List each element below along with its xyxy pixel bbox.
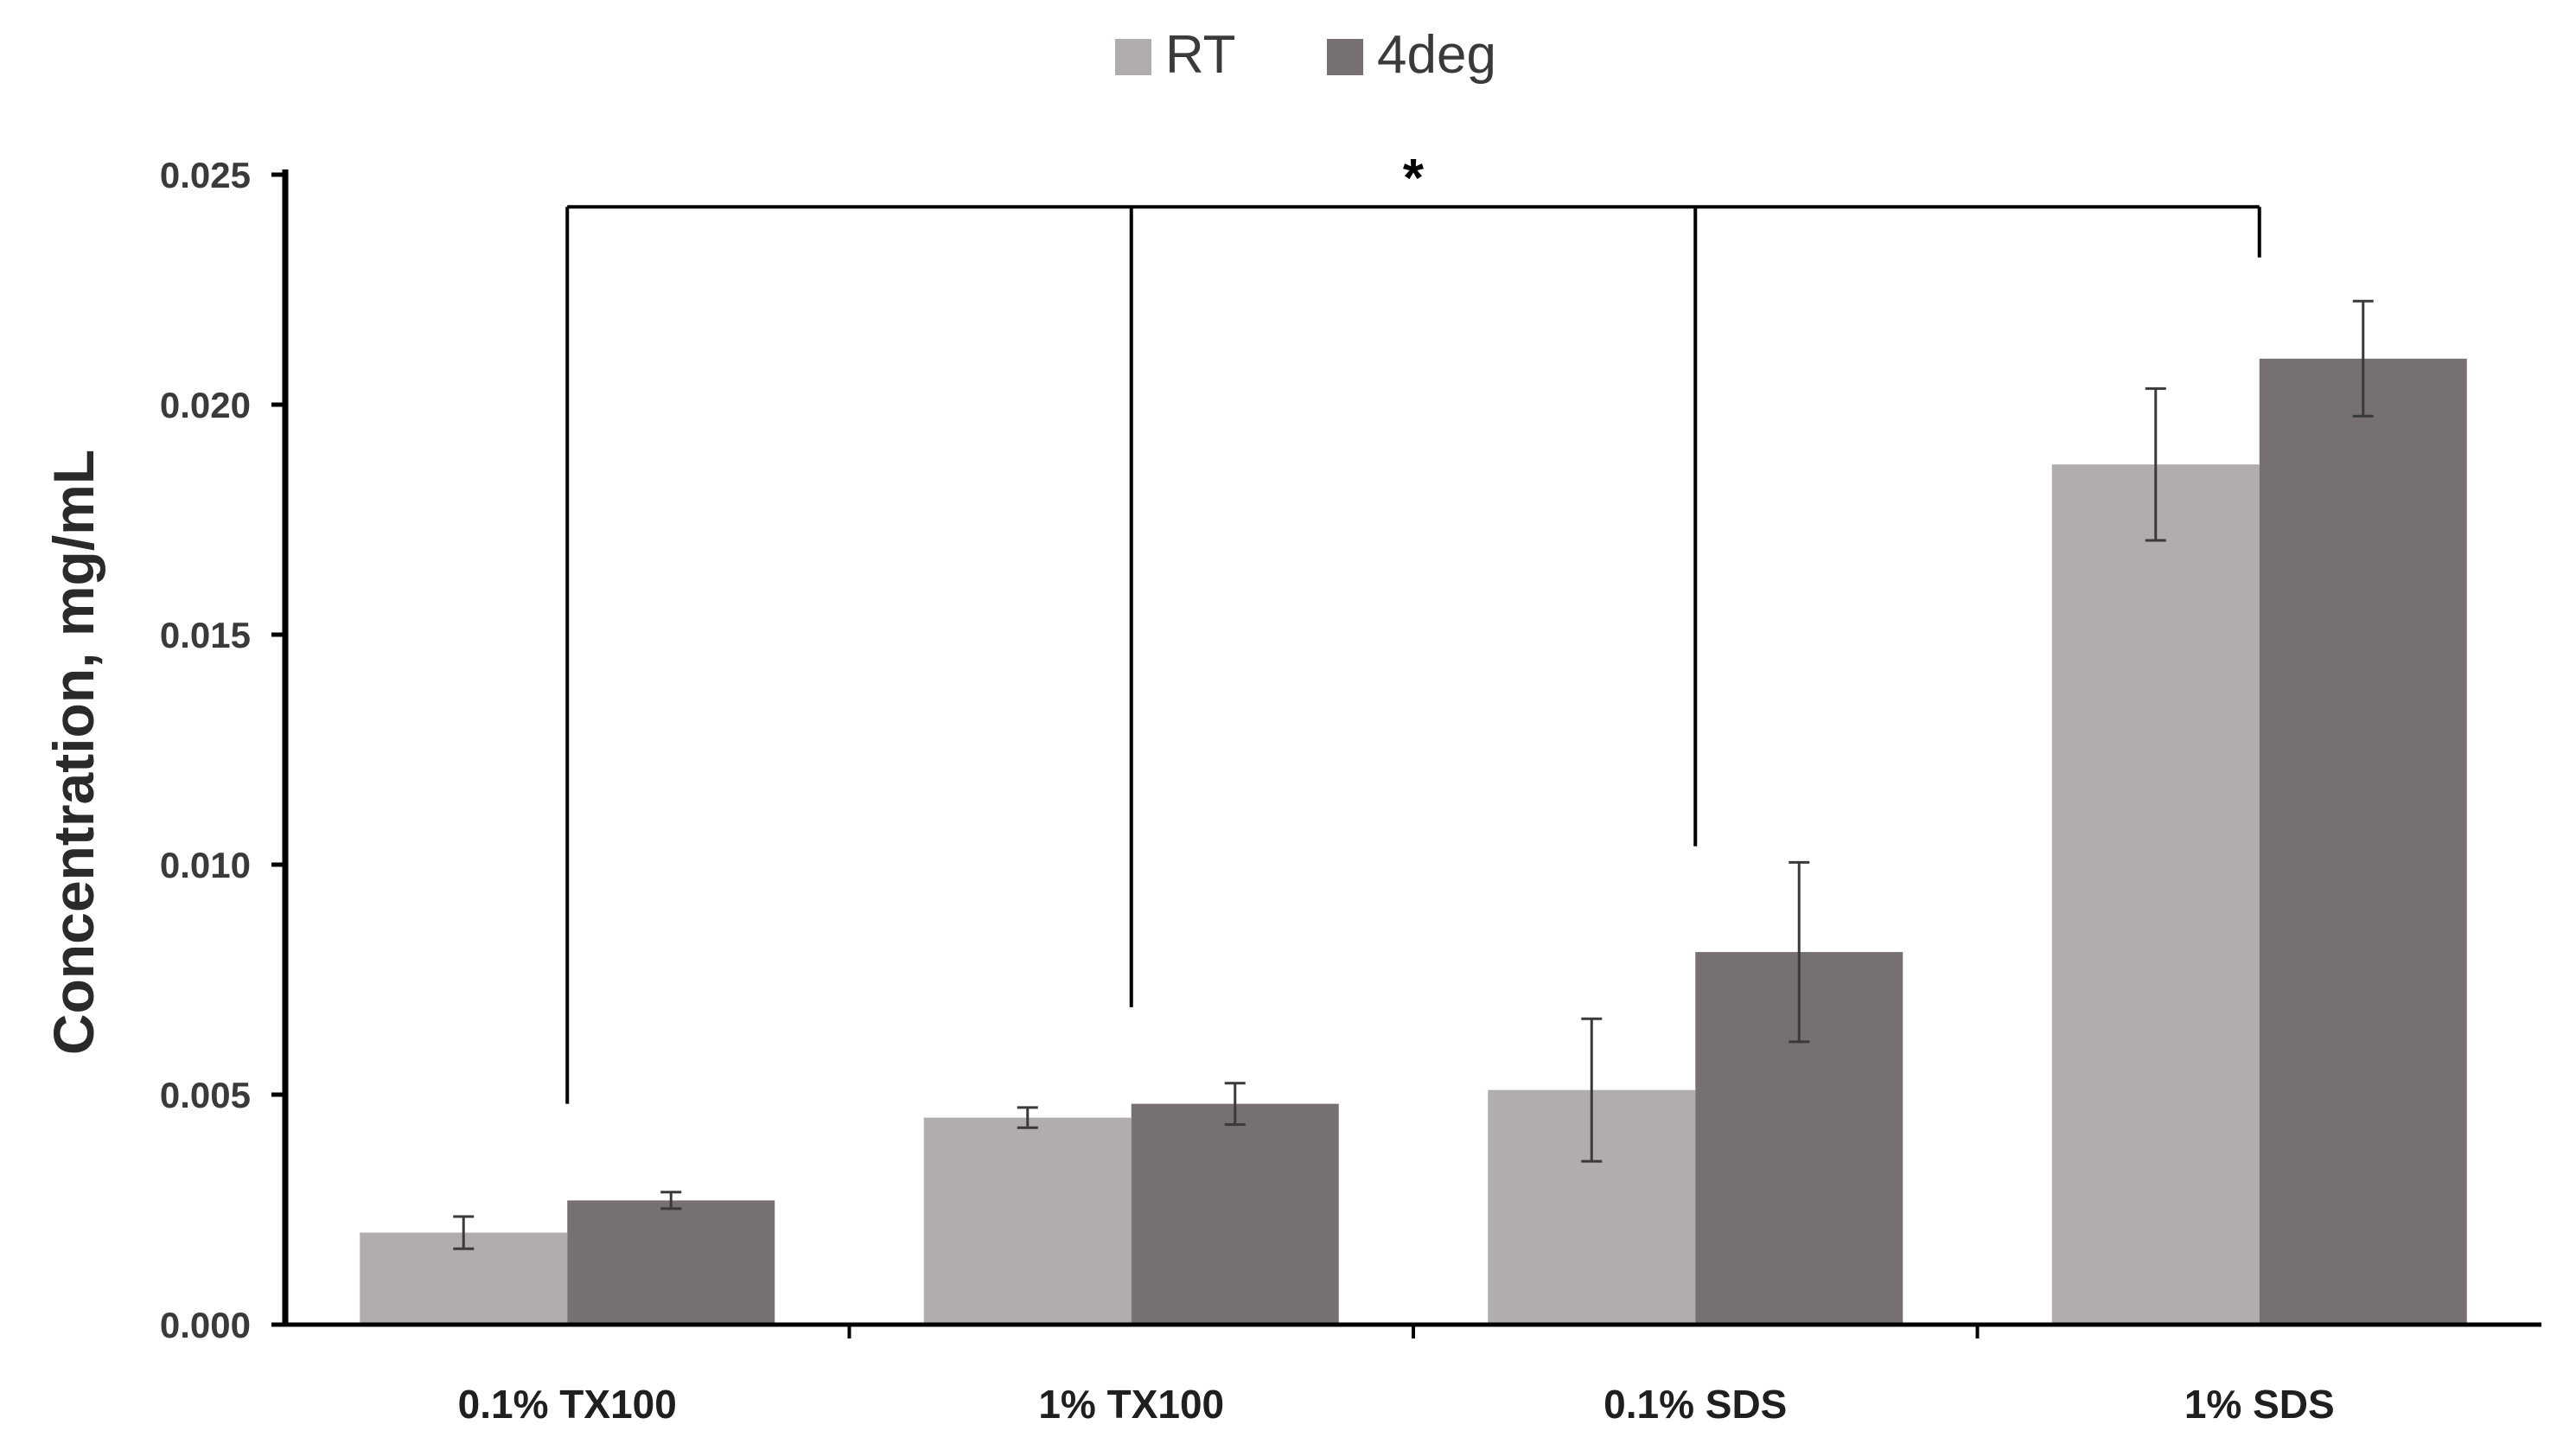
y-tick-label: 0.015 <box>160 615 251 655</box>
y-axis-label: Concentration, mg/mL <box>41 450 105 1055</box>
significance-star: * <box>1403 149 1425 208</box>
x-tick-label: 0.1% SDS <box>1604 1382 1787 1427</box>
x-tick-label: 0.1% TX100 <box>458 1382 677 1427</box>
bar-4deg-1 <box>567 1200 775 1325</box>
legend-item-rt: RT <box>1115 25 1236 85</box>
bar-rt-2 <box>923 1117 1132 1325</box>
y-axis-ticks: 0.000 0.005 0.010 0.015 0.020 0.025 <box>160 155 285 1345</box>
legend: RT 4deg <box>1115 25 1496 85</box>
error-bar <box>1017 1106 1038 1129</box>
y-tick-label: 0.020 <box>160 385 251 425</box>
y-tick-label: 0.025 <box>160 155 251 195</box>
bar-rt-4 <box>2051 464 2260 1325</box>
error-bars <box>453 299 2374 1250</box>
x-tick-label: 1% SDS <box>2184 1382 2335 1427</box>
error-bar <box>660 1191 682 1210</box>
x-tick-label: 1% TX100 <box>1038 1382 1224 1427</box>
error-bar <box>1224 1082 1246 1127</box>
bar-4deg-4 <box>2259 358 2467 1325</box>
x-axis-labels: 0.1% TX100 1% TX100 0.1% SDS 1% SDS <box>458 1382 2335 1427</box>
legend-item-4deg: 4deg <box>1327 25 1496 85</box>
y-tick-label: 0.005 <box>160 1075 251 1115</box>
legend-swatch <box>1115 39 1151 75</box>
error-bar <box>1789 860 1810 1044</box>
error-bar <box>1581 1017 1603 1163</box>
legend-label: RT <box>1165 25 1236 85</box>
error-bar <box>2145 386 2166 542</box>
error-bar <box>2352 299 2374 418</box>
error-bar <box>453 1215 475 1250</box>
bar-4deg-2 <box>1131 1103 1339 1325</box>
legend-label: 4deg <box>1377 25 1496 85</box>
y-tick-label: 0.010 <box>160 845 251 885</box>
significance-annotation: * <box>565 149 2261 1104</box>
axes <box>282 169 2541 1338</box>
legend-swatch <box>1327 39 1363 75</box>
y-tick-label: 0.000 <box>160 1305 251 1345</box>
bars <box>360 358 2467 1325</box>
